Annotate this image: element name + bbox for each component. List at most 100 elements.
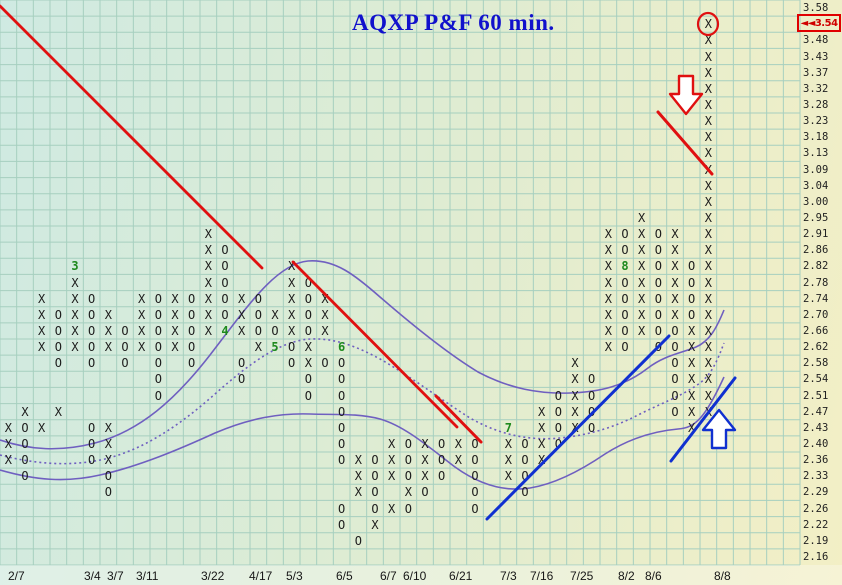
pf-x-cell: X [688, 323, 696, 338]
pf-x-cell: X [638, 275, 646, 290]
pf-x-cell: X [604, 243, 612, 258]
month-marker: 5 [271, 340, 279, 355]
pf-x-cell: X [238, 291, 246, 306]
pf-o-cell: O [438, 469, 446, 484]
pf-o-cell: O [671, 340, 679, 355]
pf-o-cell: O [88, 323, 96, 338]
pf-o-cell: O [21, 420, 29, 435]
pf-o-cell: O [271, 323, 279, 338]
pf-o-cell: O [21, 453, 29, 468]
pf-x-cell: X [388, 501, 396, 516]
pf-o-cell: O [254, 307, 262, 322]
price-label: 3.37 [803, 66, 829, 79]
pf-x-cell: X [71, 340, 79, 355]
pf-x-cell: X [138, 291, 146, 306]
pf-o-cell: O [404, 436, 412, 451]
pf-x-cell: X [638, 243, 646, 258]
pf-x-cell: X [671, 227, 679, 242]
pf-x-cell: X [704, 227, 712, 242]
date-label: 3/4 [84, 569, 101, 583]
price-label: 3.43 [803, 50, 829, 63]
date-label: 6/21 [449, 569, 473, 583]
pf-o-cell: O [688, 291, 696, 306]
pf-x-cell: X [354, 485, 362, 500]
price-label: 3.23 [803, 115, 829, 128]
price-label: 2.51 [803, 389, 829, 402]
pf-x-cell: X [704, 97, 712, 112]
pf-x-cell: X [238, 323, 246, 338]
price-label: 2.47 [803, 405, 829, 418]
pf-x-cell: X [638, 227, 646, 242]
pf-x-cell: X [204, 291, 212, 306]
pf-x-cell: X [371, 517, 379, 532]
pf-o-cell: O [404, 453, 412, 468]
pf-x-cell: X [454, 453, 462, 468]
pf-x-cell: X [71, 323, 79, 338]
price-label: 2.54 [803, 373, 829, 386]
pf-o-cell: O [471, 501, 479, 516]
pf-x-cell: X [604, 275, 612, 290]
pf-x-cell: X [638, 323, 646, 338]
pf-x-cell: X [704, 356, 712, 371]
pf-o-cell: O [338, 453, 346, 468]
pf-o-cell: O [621, 323, 629, 338]
pf-o-cell: O [371, 485, 379, 500]
pf-o-cell: O [354, 533, 362, 548]
pf-o-cell: O [54, 356, 62, 371]
pf-x-cell: X [704, 178, 712, 193]
pf-x-cell: X [421, 436, 429, 451]
price-label: 3.28 [803, 98, 829, 111]
pf-x-cell: X [38, 307, 46, 322]
price-label: 2.86 [803, 244, 829, 257]
pf-o-cell: O [88, 453, 96, 468]
date-label: 8/6 [645, 569, 662, 583]
pf-o-cell: O [621, 275, 629, 290]
pf-x-cell: X [104, 307, 112, 322]
pf-x-cell: X [4, 436, 12, 451]
price-label: 3.13 [803, 147, 829, 160]
pf-o-cell: O [154, 323, 162, 338]
pf-o-cell: O [404, 469, 412, 484]
pf-o-cell: O [471, 469, 479, 484]
pf-x-cell: X [388, 469, 396, 484]
pf-x-cell: X [138, 340, 146, 355]
pf-o-cell: O [154, 307, 162, 322]
pf-x-cell: X [704, 33, 712, 48]
price-label: 2.36 [803, 454, 829, 467]
price-label: 2.19 [803, 534, 829, 547]
pf-x-cell: X [71, 275, 79, 290]
pf-x-cell: X [671, 307, 679, 322]
pf-o-cell: O [421, 485, 429, 500]
date-label: 6/5 [336, 569, 353, 583]
pf-o-cell: O [154, 356, 162, 371]
pf-x-cell: X [388, 436, 396, 451]
price-label: 3.48 [803, 34, 829, 47]
pf-x-cell: X [688, 356, 696, 371]
pf-x-cell: X [704, 65, 712, 80]
pf-x-cell: X [604, 291, 612, 306]
price-label: 2.78 [803, 276, 829, 289]
pf-o-cell: O [54, 307, 62, 322]
last-price-flag: ◄◄3.54 [797, 14, 841, 32]
pf-o-cell: O [471, 436, 479, 451]
pf-x-cell: X [354, 453, 362, 468]
price-label: 2.58 [803, 357, 829, 370]
pf-x-cell: X [71, 291, 79, 306]
pf-o-cell: O [438, 436, 446, 451]
pf-x-cell: X [704, 291, 712, 306]
pf-x-cell: X [38, 420, 46, 435]
pf-x-cell: X [704, 81, 712, 96]
pf-x-cell: X [671, 291, 679, 306]
price-label: 3.04 [803, 179, 829, 192]
pf-o-cell: O [338, 517, 346, 532]
pf-x-cell: X [638, 259, 646, 274]
pf-o-cell: O [654, 307, 662, 322]
pf-x-cell: X [354, 469, 362, 484]
pf-o-cell: O [188, 356, 196, 371]
price-label: 2.22 [803, 518, 829, 531]
pf-o-cell: O [671, 323, 679, 338]
price-label: 2.33 [803, 470, 829, 483]
